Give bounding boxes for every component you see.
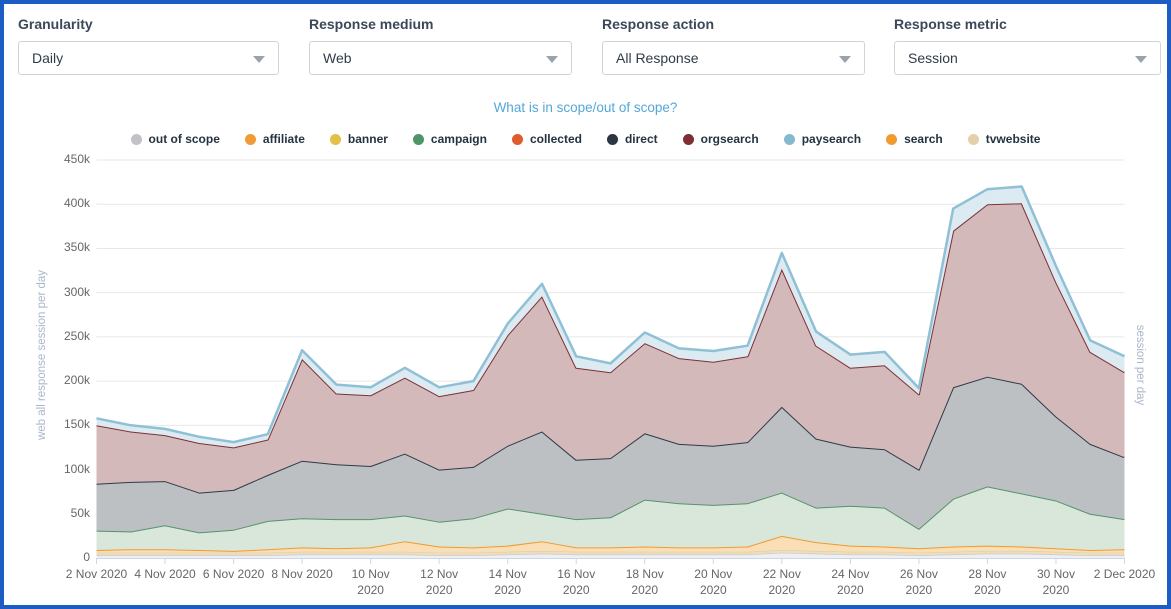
x-tick-label: 12 Nov 2020 — [420, 567, 459, 597]
y-tick-label: 200k — [63, 373, 90, 388]
response-action-selected-value: All Response — [616, 50, 699, 66]
chart-legend: out of scope affiliate banner campaign colle… — [4, 132, 1167, 146]
legend-dot-icon — [412, 133, 424, 145]
response-medium-selected-value: Web — [323, 50, 352, 66]
x-tick-label: 2 Dec 2020 — [1093, 567, 1156, 581]
chevron-down-icon — [839, 56, 851, 63]
area-direct — [96, 376, 1125, 533]
x-tick-label: 30 Nov 2020 — [1036, 567, 1075, 597]
y-tick-label: 250k — [63, 328, 90, 343]
legend-item-label: orgsearch — [700, 132, 759, 146]
x-tick-label: 18 Nov 2020 — [625, 567, 664, 597]
scope-info-link[interactable]: What is in scope/out of scope? — [493, 100, 678, 115]
x-tick-label: 2 Nov 2020 — [65, 567, 128, 581]
legend-item-label: banner — [347, 132, 388, 146]
legend-item-out-of-scope[interactable]: out of scope — [130, 132, 220, 146]
legend-dot-icon — [244, 133, 256, 145]
response-medium-select[interactable]: Web — [309, 41, 572, 75]
x-tick-label: 16 Nov 2020 — [557, 567, 596, 597]
legend-item-label: paysearch — [801, 132, 862, 146]
filter-granularity: Granularity Daily — [18, 16, 279, 75]
x-tick-label: 28 Nov 2020 — [968, 567, 1007, 597]
legend-item-campaign[interactable]: campaign — [412, 132, 487, 146]
area-out-of-scope — [96, 552, 1125, 558]
legend-item-paysearch[interactable]: paysearch — [783, 132, 862, 146]
legend-item-label: affiliate — [262, 132, 305, 146]
legend-dot-icon — [606, 133, 618, 145]
filter-granularity-label: Granularity — [18, 16, 93, 32]
legend-dot-icon — [682, 133, 694, 145]
y-axis-right-title: session per day — [1134, 324, 1146, 406]
chevron-down-icon — [253, 56, 265, 63]
x-tick-label: 8 Nov 2020 — [271, 567, 333, 581]
legend-item-banner[interactable]: banner — [329, 132, 388, 146]
legend-item-label: out of scope — [148, 132, 220, 146]
filter-response-medium: Response medium Web — [309, 16, 572, 75]
chevron-down-icon — [1135, 56, 1147, 63]
legend-dot-icon — [511, 133, 523, 145]
y-tick-label: 0 — [83, 550, 90, 564]
y-tick-label: 450k — [63, 152, 90, 166]
x-tick-label: 26 Nov 2020 — [899, 567, 938, 597]
x-tick-label: 10 Nov 2020 — [351, 567, 390, 597]
y-tick-label: 50k — [70, 505, 90, 520]
legend-item-tvwebsite[interactable]: tvwebsite — [967, 132, 1041, 146]
y-tick-label: 300k — [63, 284, 90, 299]
filter-response-medium-label: Response medium — [309, 16, 434, 32]
response-metric-selected-value: Session — [908, 50, 958, 66]
filter-response-action: Response action All Response — [602, 16, 865, 75]
plot-area — [96, 159, 1126, 564]
response-metric-select[interactable]: Session — [894, 41, 1161, 75]
x-tick-label: 22 Nov 2020 — [762, 567, 801, 597]
chevron-down-icon — [546, 56, 558, 63]
line-paysearch — [96, 185, 1126, 444]
legend-item-label: tvwebsite — [985, 132, 1041, 146]
filter-response-action-label: Response action — [602, 16, 715, 32]
area-campaign — [96, 486, 1125, 551]
legend-item-affiliate[interactable]: affiliate — [244, 132, 305, 146]
legend-dot-icon — [967, 133, 979, 145]
legend-item-collected[interactable]: collected — [511, 132, 582, 146]
legend-dot-icon — [886, 133, 898, 145]
legend-item-label: collected — [529, 132, 582, 146]
x-tick-label: 6 Nov 2020 — [202, 567, 265, 581]
legend-item-orgsearch[interactable]: orgsearch — [682, 132, 759, 146]
legend-dot-icon — [130, 133, 142, 145]
legend-dot-icon — [783, 133, 795, 145]
filter-response-metric: Response metric Session — [894, 16, 1161, 75]
x-tick-label: 24 Nov 2020 — [831, 567, 870, 597]
legend-item-search[interactable]: search — [886, 132, 943, 146]
y-tick-label: 100k — [63, 461, 90, 476]
granularity-selected-value: Daily — [32, 50, 64, 66]
response-action-select[interactable]: All Response — [602, 41, 865, 75]
area-tvwebsite — [96, 550, 1125, 556]
granularity-select[interactable]: Daily — [18, 41, 279, 75]
legend-item-label: direct — [624, 132, 658, 146]
x-tick-label: 14 Nov 2020 — [488, 567, 527, 597]
y-tick-label: 350k — [63, 240, 90, 255]
legend-item-direct[interactable]: direct — [606, 132, 658, 146]
filter-response-metric-label: Response metric — [894, 16, 1007, 32]
legend-dot-icon — [329, 133, 341, 145]
x-tick-label: 4 Nov 2020 — [134, 567, 196, 581]
legend-item-label: campaign — [430, 132, 487, 146]
y-tick-label: 150k — [63, 417, 90, 432]
x-tick-label: 20 Nov 2020 — [694, 567, 733, 597]
area-orgsearch — [96, 203, 1125, 493]
y-tick-label: 400k — [63, 196, 90, 211]
legend-item-label: search — [904, 132, 943, 146]
